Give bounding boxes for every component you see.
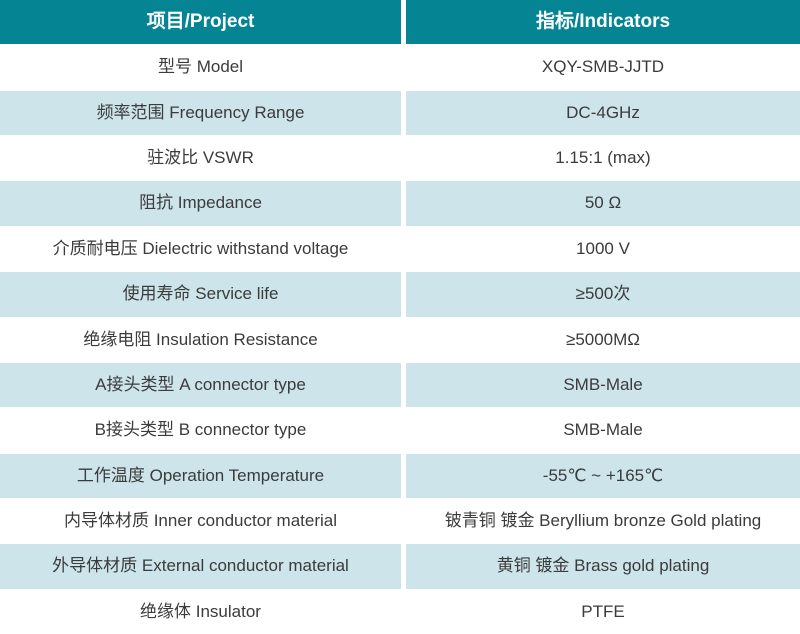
column-divider [401, 0, 406, 45]
row-value: 1000 V [576, 238, 630, 258]
table-row: 内导体材质 Inner conductor material 铍青铜 镀金 Be… [0, 497, 800, 544]
header-project: 项目/Project [146, 10, 255, 32]
row-value: DC-4GHz [566, 102, 640, 122]
column-divider [401, 498, 406, 544]
table-row: 绝缘体 Insulator PTFE [0, 588, 800, 634]
row-label: 阻抗 Impedance [139, 193, 262, 213]
table-row: 工作温度 Operation Temperature -55℃ ~ +165℃ [0, 452, 800, 498]
row-value: ≥500次 [575, 284, 631, 304]
table-row: B接头类型 B connector type SMB-Male [0, 407, 800, 453]
column-divider [401, 226, 406, 272]
row-value: PTFE [581, 601, 625, 621]
row-value: 黄铜 镀金 Brass gold plating [496, 556, 710, 576]
row-label: 外导体材质 External conductor material [52, 556, 349, 576]
row-value: ≥5000MΩ [565, 329, 641, 349]
row-label: 内导体材质 Inner conductor material [63, 510, 338, 530]
column-divider [401, 45, 406, 90]
row-label: 频率范围 Frequency Range [96, 102, 305, 122]
column-divider [401, 136, 406, 181]
row-value: 1.15:1 (max) [555, 148, 651, 168]
row-value: SMB-Male [563, 374, 643, 394]
table-row: 绝缘电阻 Insulation Resistance ≥5000MΩ [0, 316, 800, 362]
row-value: 50 Ω [584, 193, 622, 213]
row-label: 绝缘体 Insulator [140, 601, 261, 621]
table-row: 介质耐电压 Dielectric withstand voltage 1000 … [0, 225, 800, 272]
table-row: 外导体材质 External conductor material 黄铜 镀金 … [0, 543, 800, 589]
row-label: 驻波比 VSWR [147, 148, 254, 168]
column-divider [401, 90, 406, 136]
row-label: 工作温度 Operation Temperature [76, 465, 325, 485]
column-divider [401, 544, 406, 589]
header-indicators: 指标/Indicators [535, 10, 671, 32]
row-label: 介质耐电压 Dielectric withstand voltage [52, 238, 349, 258]
table-header-row: 项目/Project 指标/Indicators [0, 0, 800, 45]
column-divider [401, 589, 406, 634]
column-divider [401, 362, 406, 408]
row-label: 使用寿命 Service life [122, 284, 279, 304]
table-row: 驻波比 VSWR 1.15:1 (max) [0, 135, 800, 181]
row-label: A接头类型 A connector type [95, 374, 306, 394]
column-divider [401, 453, 406, 498]
column-divider [401, 181, 406, 226]
table-row: A接头类型 A connector type SMB-Male [0, 361, 800, 408]
table-row: 使用寿命 Service life ≥500次 [0, 271, 800, 317]
table-row: 型号 Model XQY-SMB-JJTD [0, 44, 800, 90]
row-label: B接头类型 B connector type [94, 420, 307, 440]
row-value: 铍青铜 镀金 Beryllium bronze Gold plating [444, 510, 762, 530]
table-row: 频率范围 Frequency Range DC-4GHz [0, 89, 800, 136]
row-label: 型号 Model [157, 57, 244, 77]
row-value: SMB-Male [563, 420, 643, 440]
column-divider [401, 317, 406, 362]
row-value: -55℃ ~ +165℃ [542, 465, 664, 485]
row-label: 绝缘电阻 Insulation Resistance [83, 329, 318, 349]
column-divider [401, 272, 406, 317]
column-divider [401, 408, 406, 453]
table-row: 阻抗 Impedance 50 Ω [0, 180, 800, 226]
row-value: XQY-SMB-JJTD [541, 57, 665, 77]
